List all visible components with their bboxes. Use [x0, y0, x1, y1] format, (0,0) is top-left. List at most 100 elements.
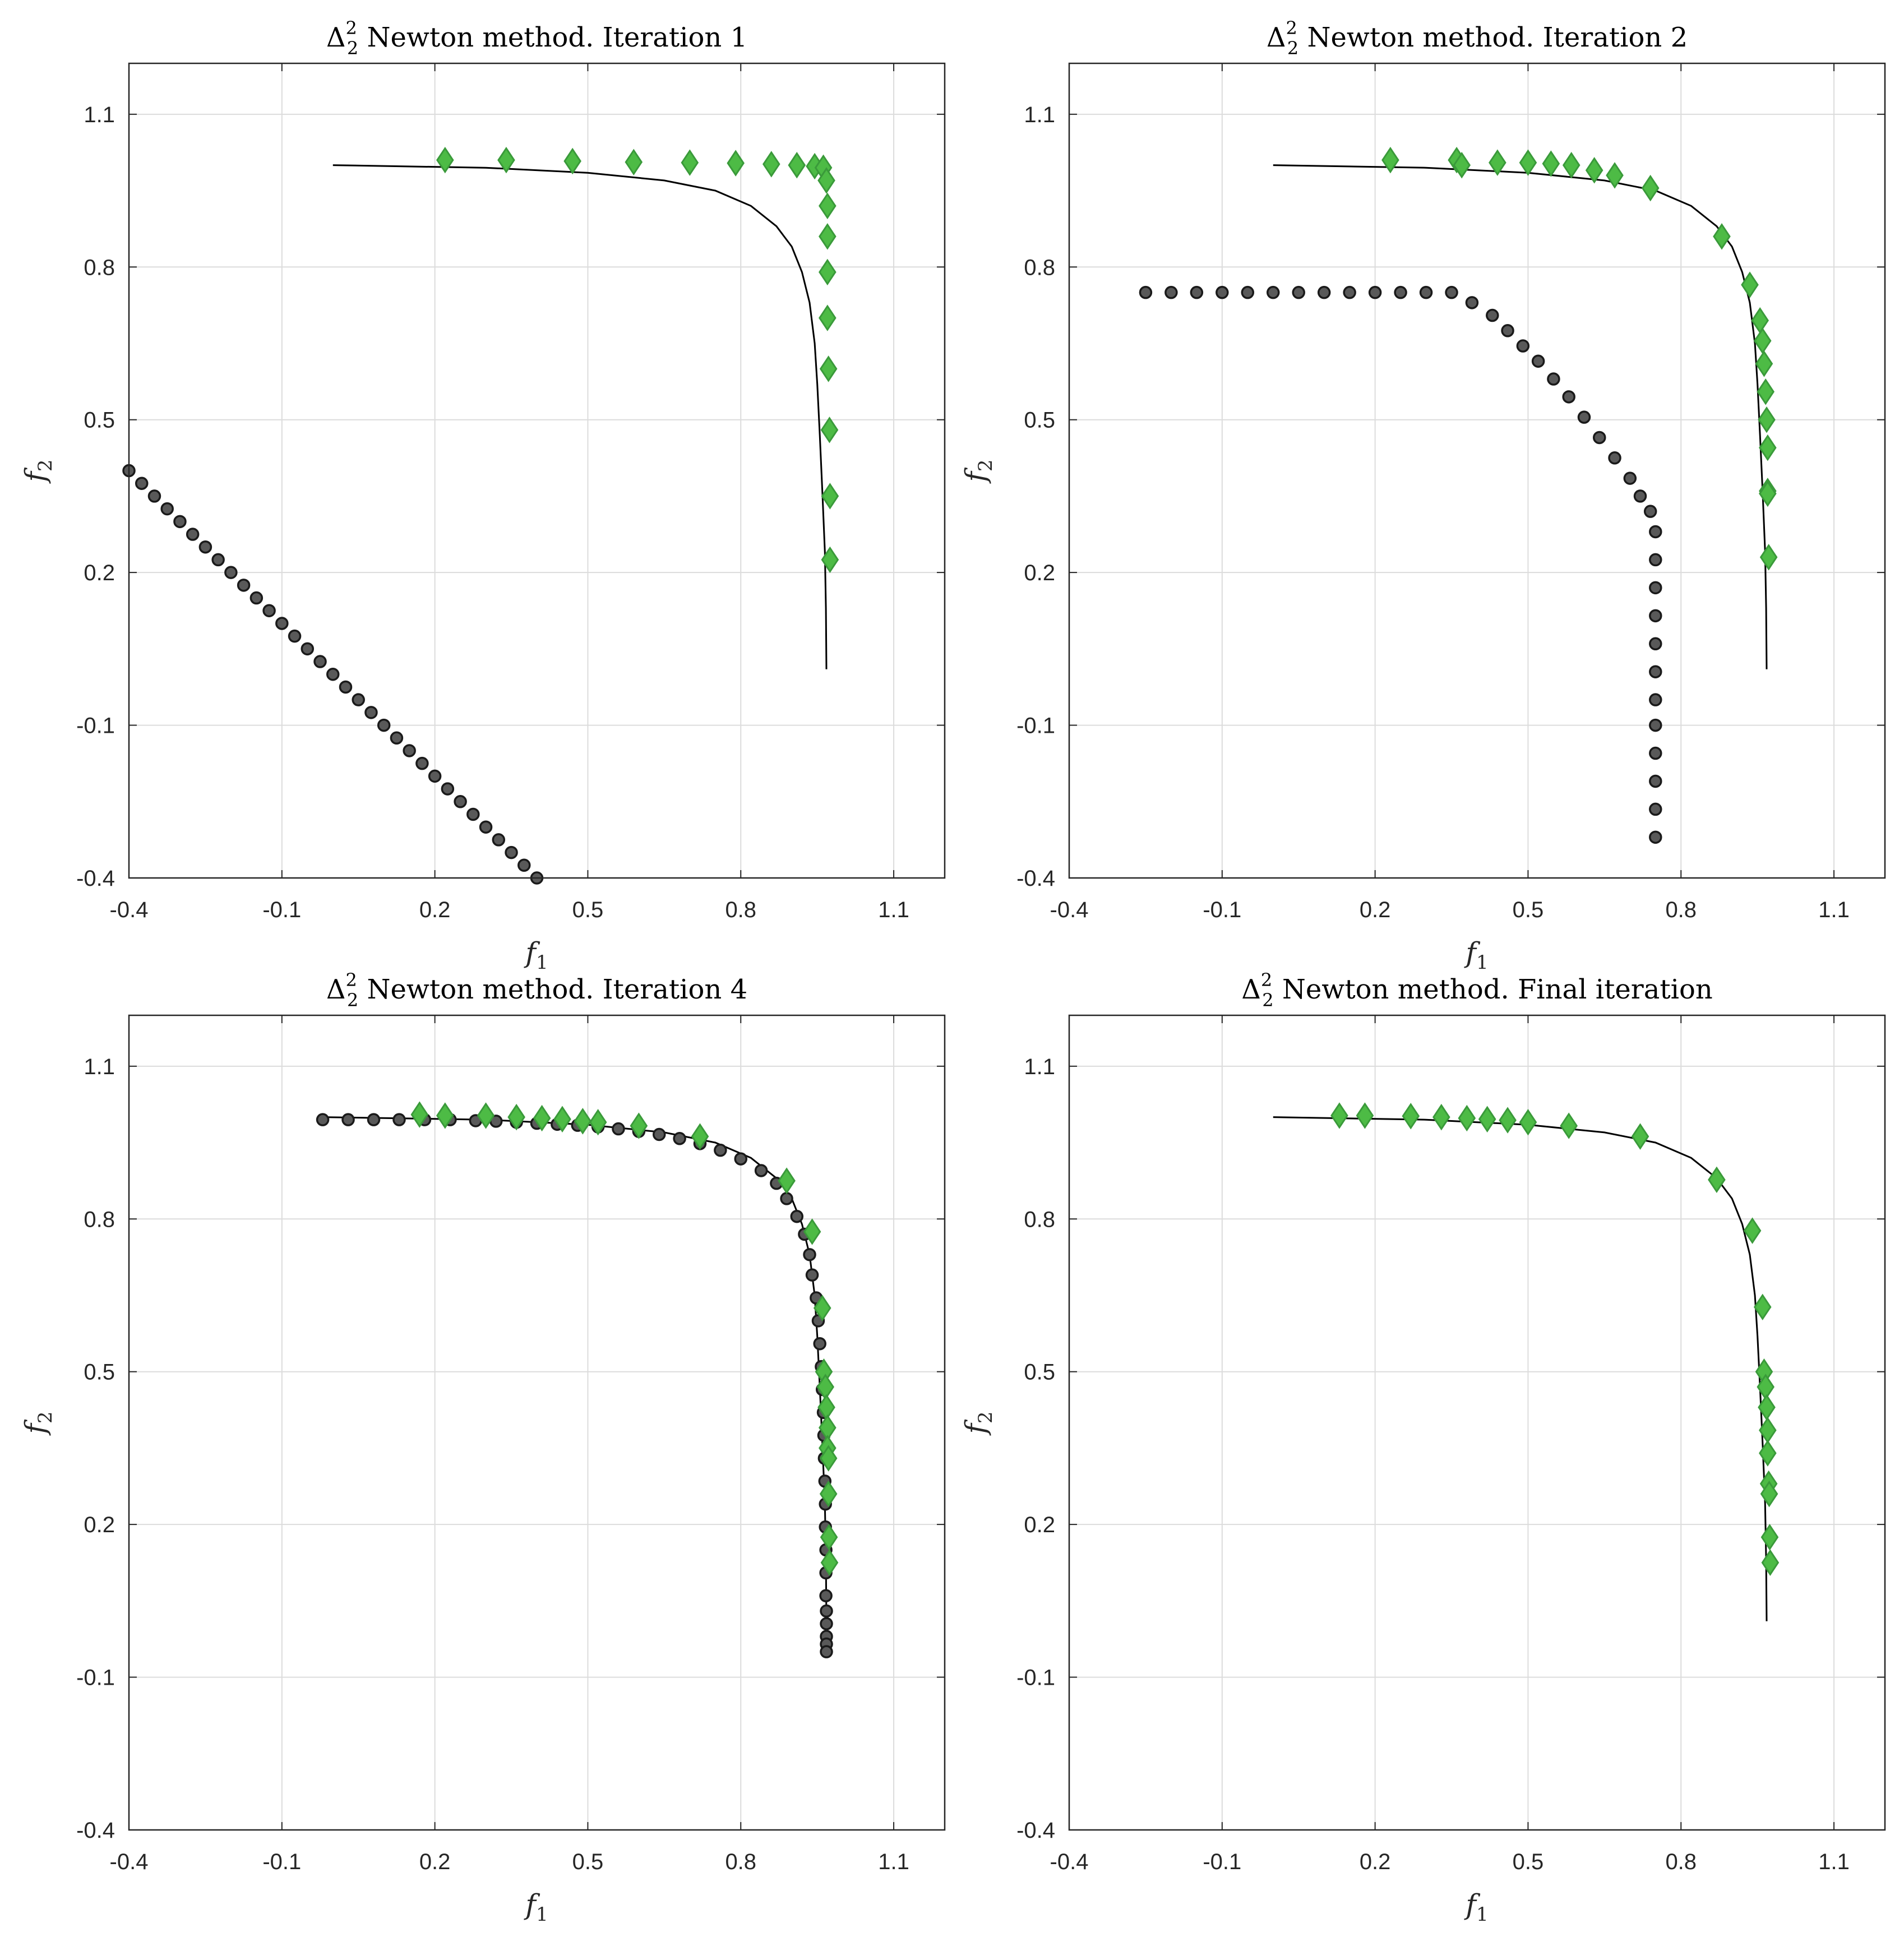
iterate-point — [390, 731, 404, 745]
title-superscript: 2 — [346, 969, 357, 991]
x-axis-label-sub: 1 — [536, 1903, 548, 1926]
iterate-point — [135, 477, 149, 490]
iterate-point — [454, 795, 467, 808]
series-edge-layer — [1330, 1102, 1780, 1576]
x-axis-label-sub: 1 — [1476, 1903, 1489, 1926]
reference-point-diamond — [819, 223, 837, 250]
reference-point-diamond — [1381, 146, 1399, 174]
iterate-point — [1317, 285, 1331, 299]
iterate-point — [466, 807, 480, 821]
axes-frame — [1068, 62, 1886, 879]
reference-point-diamond — [1760, 1524, 1779, 1551]
iterate-point — [262, 604, 276, 617]
iterate-point — [1267, 285, 1280, 299]
reference-point-diamond — [574, 1108, 592, 1135]
y-tick-label: 1.1 — [1024, 1055, 1055, 1079]
reference-point-diamond — [727, 150, 745, 177]
iterate-point — [1649, 553, 1662, 567]
iterate-point — [237, 579, 251, 592]
iterate-point — [820, 1645, 833, 1658]
x-tick-label: -0.1 — [1203, 898, 1241, 922]
iterate-point — [1649, 693, 1662, 706]
plot-area — [1069, 1015, 1885, 1830]
y-tick-label: -0.4 — [76, 1818, 115, 1843]
iterate-point — [1190, 285, 1204, 299]
plot-area — [129, 63, 945, 878]
iterate-point — [1164, 285, 1178, 299]
y-tick-label: 0.5 — [1024, 408, 1055, 433]
reference-point-diamond — [625, 149, 643, 175]
iterate-point — [288, 629, 302, 643]
reference-point-diamond — [1631, 1123, 1649, 1150]
iterate-point — [1368, 285, 1382, 299]
reference-point-diamond — [1519, 1109, 1537, 1136]
y-axis-label: f2 — [19, 459, 57, 484]
x-tick-label: 1.1 — [1818, 898, 1850, 922]
iterate-point — [1419, 285, 1433, 299]
reference-point-diamond — [1755, 350, 1773, 377]
iterate-point — [1649, 802, 1662, 816]
iterate-point — [1486, 308, 1499, 322]
plot-area — [129, 1015, 945, 1830]
iterate-point — [160, 502, 174, 516]
reference-point-diamond — [1585, 157, 1603, 184]
chart-panel-4: -0.4 -0.1 0.2 0.5 0.8 1.1 -0.4 -0.1 0.2 0.5 0.8 1.1… — [959, 969, 1886, 1926]
reference-point-diamond — [1757, 378, 1775, 405]
iterate-point — [173, 515, 187, 529]
x-tick-label: 0.5 — [1513, 1850, 1544, 1874]
iterate-point — [790, 1209, 804, 1223]
iterate-point — [1649, 830, 1662, 844]
x-tick-label: 0.5 — [572, 898, 604, 922]
y-tick-label: 1.1 — [1024, 103, 1055, 127]
iterate-point — [780, 1192, 793, 1205]
x-tick-label: 1.1 — [878, 1850, 909, 1874]
x-tick-label: -0.1 — [262, 1850, 301, 1874]
iterate-point — [415, 756, 429, 770]
y-tick-label: -0.4 — [1016, 1818, 1055, 1843]
y-axis-label-sub: 2 — [974, 459, 997, 471]
iterate-point — [820, 1604, 833, 1618]
iterate-point — [1343, 285, 1356, 299]
pareto-front-line — [1273, 164, 1768, 669]
y-tick-label: 1.1 — [84, 1055, 115, 1079]
reference-point-diamond — [819, 1445, 838, 1472]
reference-point-diamond — [1606, 162, 1624, 189]
reference-point-diamond — [1562, 151, 1580, 179]
chart-panel-2: -0.4 -0.1 0.2 0.5 0.8 1.1 -0.4 -0.1 0.2 0.5 0.8 1.1… — [959, 17, 1886, 974]
y-tick-label: 0.5 — [84, 1360, 115, 1385]
x-tick-label: -0.4 — [1050, 898, 1089, 922]
chart-title: Δ2 2 Newton method. Final iteration — [1241, 969, 1713, 1011]
x-tick-label: 0.2 — [419, 1850, 451, 1874]
x-tick-label: 0.8 — [725, 898, 756, 922]
iterate-point — [1547, 372, 1560, 386]
reference-point-diamond — [820, 417, 839, 443]
x-tick-label: 0.5 — [572, 1850, 604, 1874]
reference-point-diamond — [803, 1218, 821, 1245]
x-tick-label: 0.5 — [1513, 898, 1544, 922]
title-delta: Δ — [1267, 22, 1286, 53]
reference-point-diamond — [1542, 150, 1560, 177]
iterate-point — [1445, 285, 1458, 299]
iterate-point — [186, 528, 200, 541]
reference-point-diamond — [1402, 1103, 1420, 1130]
iterate-point — [754, 1164, 768, 1177]
series-edge-layer — [1139, 146, 1778, 844]
plot-area — [1069, 63, 1885, 878]
reference-point-diamond — [1458, 1104, 1476, 1132]
x-tick-label: 0.2 — [419, 898, 451, 922]
reference-point-diamond — [630, 1112, 648, 1139]
iterate-point — [734, 1152, 747, 1166]
iterate-point — [313, 655, 327, 668]
title-subscript: 2 — [1287, 38, 1298, 59]
reference-point-diamond — [778, 1167, 796, 1194]
reference-point-diamond — [1759, 544, 1778, 571]
iterate-point — [224, 566, 238, 579]
iterate-point — [813, 1337, 826, 1351]
iterate-point — [805, 1268, 819, 1282]
title-subscript: 2 — [347, 38, 358, 59]
iterate-point — [301, 642, 315, 656]
title-superscript: 2 — [1286, 17, 1297, 39]
iterate-point — [1394, 285, 1407, 299]
reference-point-diamond — [533, 1104, 551, 1132]
